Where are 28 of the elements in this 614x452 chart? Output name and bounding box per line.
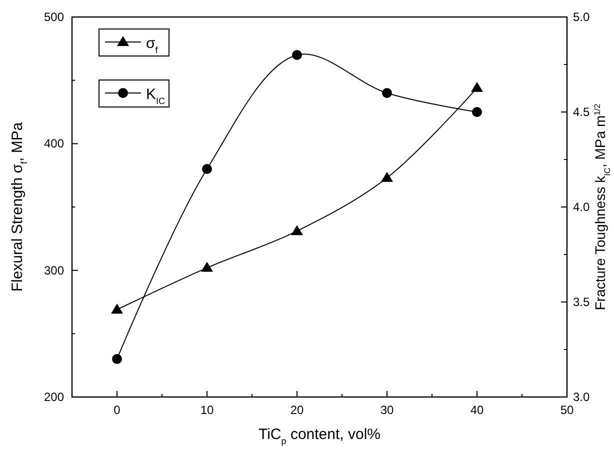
y2-tick-label: 3.5 [573,295,590,309]
point [472,107,482,117]
x-axis-title: TiC$_{p}$ content, vol% [258,426,381,446]
point [382,88,392,98]
point [111,304,123,314]
x-tick-label: 20 [290,403,304,417]
point [202,164,212,174]
y2-tick-label: 4.0 [573,200,590,214]
y-tick-label: 500 [44,10,64,24]
point [292,50,302,60]
x-tick-label: 40 [470,403,484,417]
x-tick-label: 10 [200,403,214,417]
point [201,262,213,272]
y2-tick-label: 4.5 [573,105,590,119]
y-tick-label: 300 [44,263,64,278]
legend-label: K$_{IC}$ [146,86,166,106]
y2-tick-label: 3.0 [573,390,590,404]
x-tick-label: 30 [380,403,394,417]
y2-tick-label: 5.0 [573,10,590,24]
x-tick-label: 0 [114,403,121,417]
x-tick-label: 50 [560,403,574,417]
y-tick-label: 400 [44,136,64,151]
point [471,82,483,92]
point [381,172,393,182]
y-tick-label: 200 [44,390,64,404]
legend-label: σ$_{f}$ [146,35,158,55]
point [291,225,303,236]
point [112,354,122,364]
